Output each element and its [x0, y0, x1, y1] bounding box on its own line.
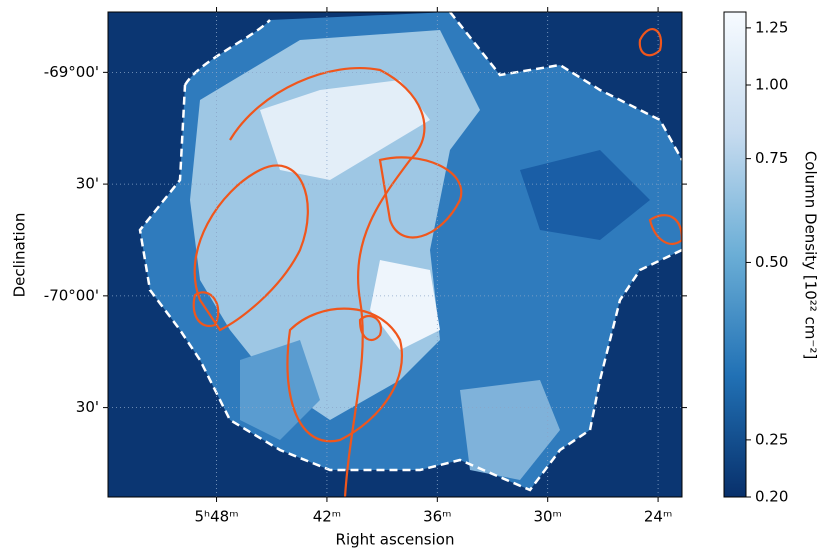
- cloud-patch: [520, 150, 650, 240]
- x-tick-label: 5ʰ48ᵐ: [195, 508, 239, 526]
- cloud-patch: [240, 340, 320, 440]
- y-axis-label: Declination: [11, 213, 29, 298]
- colorbar-tick-label: 0.75: [755, 149, 788, 167]
- x-tick-label: 42ᵐ: [313, 508, 341, 526]
- image: [108, 12, 682, 497]
- colorbar-tick-label: 0.50: [755, 253, 788, 271]
- colorbar: [723, 11, 747, 498]
- colorbar-label: Column Density [10²² cm⁻²]: [802, 151, 820, 359]
- x-axis-label: Right ascension: [336, 531, 455, 549]
- colorbar-tick-label: 0.25: [755, 430, 788, 448]
- bright-region: [260, 80, 430, 180]
- contours: [192, 28, 682, 497]
- plot-frame: [107, 11, 683, 498]
- y-tick-label: -69°00': [44, 63, 99, 81]
- y-tick-label: -70°00': [44, 286, 99, 304]
- axes: 5ʰ48ᵐ 42ᵐ 36ᵐ 30ᵐ 24ᵐ -69°00' 30' -70°00' 30': [44, 7, 687, 526]
- bright-region: [370, 260, 440, 350]
- colorbar-tick-label: 1.25: [755, 18, 788, 36]
- y-tick-label: 30': [76, 175, 99, 193]
- colorbar-tick-label: 0.20: [755, 488, 788, 506]
- x-tick-label: 24ᵐ: [644, 508, 672, 526]
- x-tick-label: 36ᵐ: [423, 508, 451, 526]
- x-tick-label: 30ᵐ: [533, 508, 561, 526]
- colorbar-tick-label: 1.00: [755, 76, 788, 94]
- boundary: [138, 12, 682, 492]
- cloud-patch: [460, 380, 560, 480]
- y-tick-label: 30': [76, 398, 99, 416]
